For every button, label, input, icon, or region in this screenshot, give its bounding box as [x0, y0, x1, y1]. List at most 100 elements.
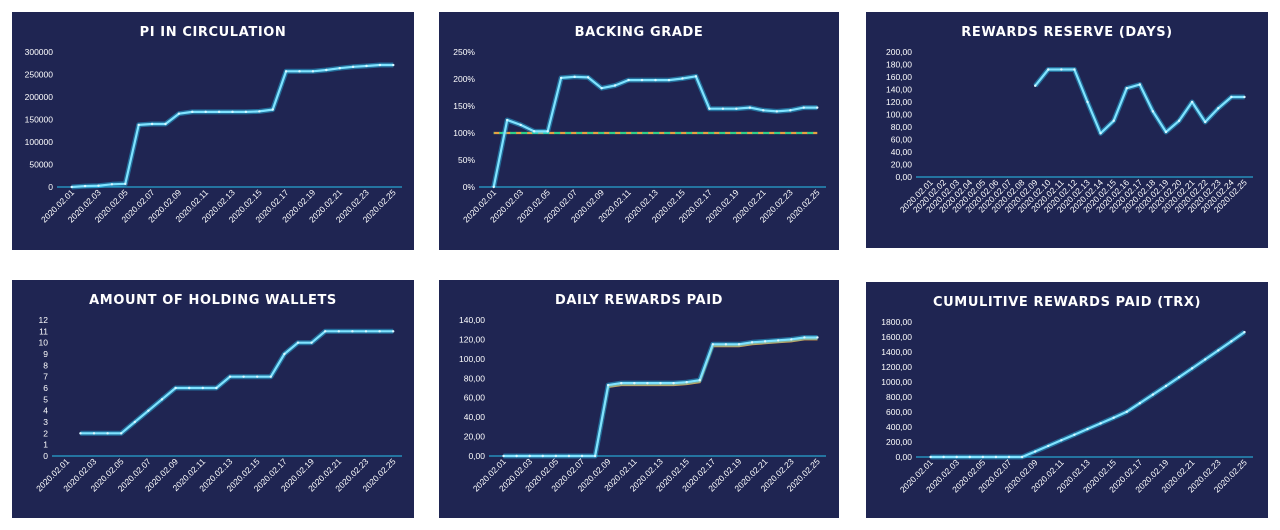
y-tick-label: 12: [39, 315, 49, 325]
data-point: [188, 386, 191, 390]
chart-svg: DAILY REWARDS PAID 0,00 20,00 40,00 60,00 80,…: [459, 293, 826, 493]
data-point: [1151, 393, 1155, 396]
y-tick-label: 400,00: [886, 422, 912, 432]
data-point: [1047, 68, 1050, 71]
data-point: [1007, 455, 1011, 459]
data-point: [283, 352, 286, 356]
data-point: [942, 455, 945, 459]
y-tick-label: 200%: [453, 74, 475, 84]
data-point: [789, 109, 792, 112]
data-point: [802, 106, 805, 109]
data-point: [97, 184, 100, 187]
y-tick-label: 50000: [29, 160, 53, 170]
data-point: [164, 122, 167, 126]
chart-panel-backing-grade: BACKING GRADE 0% 50% 100% 150% 200% 250% 2020.0…: [439, 12, 839, 250]
y-tick-label: 2: [43, 428, 48, 438]
y-tick-label: 150000: [25, 115, 54, 125]
y-tick-label: 120,00: [459, 334, 485, 344]
data-point: [244, 110, 248, 114]
y-tick-label: 60,00: [891, 135, 913, 145]
y-tick-label: 9: [43, 349, 48, 359]
data-point: [1099, 132, 1102, 135]
data-point: [231, 110, 234, 114]
data-point: [228, 375, 232, 378]
chart-title: REWARDS RESERVE (DAYS): [961, 25, 1172, 40]
data-point: [606, 383, 610, 387]
y-tick-label: 10: [39, 338, 49, 348]
data-point: [147, 409, 150, 412]
data-point: [311, 70, 315, 73]
data-point: [994, 455, 998, 459]
data-point: [506, 118, 509, 122]
y-tick-label: 1400,00: [881, 347, 912, 357]
data-point: [1243, 330, 1246, 334]
data-point: [284, 70, 288, 73]
data-point: [110, 183, 114, 186]
y-tick-label: 80,00: [464, 373, 486, 383]
data-point: [573, 75, 576, 79]
data-point: [1047, 444, 1050, 448]
data-point: [1073, 68, 1076, 71]
y-tick-label: 250000: [25, 70, 54, 80]
y-tick-label: 100,00: [459, 354, 485, 364]
data-point: [1086, 100, 1089, 104]
data-point: [672, 381, 675, 385]
data-point: [83, 184, 87, 188]
y-tick-label: 1: [43, 440, 48, 450]
y-tick-label: 40,00: [464, 412, 486, 422]
y-tick-label: 160,00: [886, 72, 912, 82]
y-tick-label: 80,00: [891, 122, 913, 132]
data-point: [269, 375, 272, 378]
data-point: [816, 336, 819, 339]
y-tick-label: 3: [43, 417, 48, 427]
data-point: [750, 341, 754, 344]
data-point: [646, 381, 649, 385]
data-point: [1020, 455, 1024, 459]
y-tick-label: 200,00: [886, 437, 912, 447]
data-point: [654, 78, 657, 82]
y-tick-label: 800,00: [886, 392, 912, 402]
data-point: [1230, 340, 1233, 343]
data-point: [816, 106, 819, 109]
data-point: [1033, 84, 1037, 87]
data-point: [217, 110, 221, 114]
chart-svg: BACKING GRADE0%50%100%150%200%250%2020.0…: [453, 25, 826, 224]
data-point: [133, 420, 136, 424]
y-tick-label: 200000: [25, 92, 54, 102]
data-point: [378, 63, 382, 67]
data-point: [392, 330, 395, 333]
data-point: [150, 122, 154, 126]
y-tick-label: 1800,00: [881, 317, 912, 327]
y-tick-label: 1600,00: [881, 332, 912, 342]
data-point: [160, 398, 164, 401]
data-point: [546, 130, 549, 133]
data-point: [1217, 349, 1220, 352]
data-point: [1230, 95, 1233, 99]
data-point: [325, 68, 328, 72]
y-tick-label: 11: [39, 326, 48, 336]
data-point: [351, 330, 354, 333]
y-tick-label: 20,00: [464, 432, 486, 442]
y-tick-label: 60,00: [464, 393, 486, 403]
data-point: [777, 339, 780, 342]
y-tick-label: 0: [48, 182, 53, 192]
data-point: [559, 76, 563, 80]
data-point: [685, 380, 688, 384]
data-point: [1164, 130, 1168, 134]
data-point: [271, 108, 274, 111]
data-point: [1138, 83, 1142, 86]
data-point: [191, 110, 194, 114]
y-tick-label: 0,00: [468, 451, 485, 461]
data-point: [1243, 95, 1246, 99]
y-tick-label: 4: [43, 406, 48, 416]
data-point: [337, 330, 340, 333]
data-point: [708, 107, 711, 110]
data-point: [1125, 410, 1128, 414]
chart-title: PI IN CIRCULATION: [140, 25, 287, 40]
y-tick-label: 100,00: [886, 110, 912, 120]
y-tick-label: 100000: [25, 137, 54, 147]
data-point: [502, 454, 505, 458]
chart-panel-pi-in-circulation: PI IN CIRCULATION 0 50000 100000 150000 20000…: [12, 12, 414, 250]
data-point: [721, 107, 725, 110]
data-point: [724, 343, 728, 346]
